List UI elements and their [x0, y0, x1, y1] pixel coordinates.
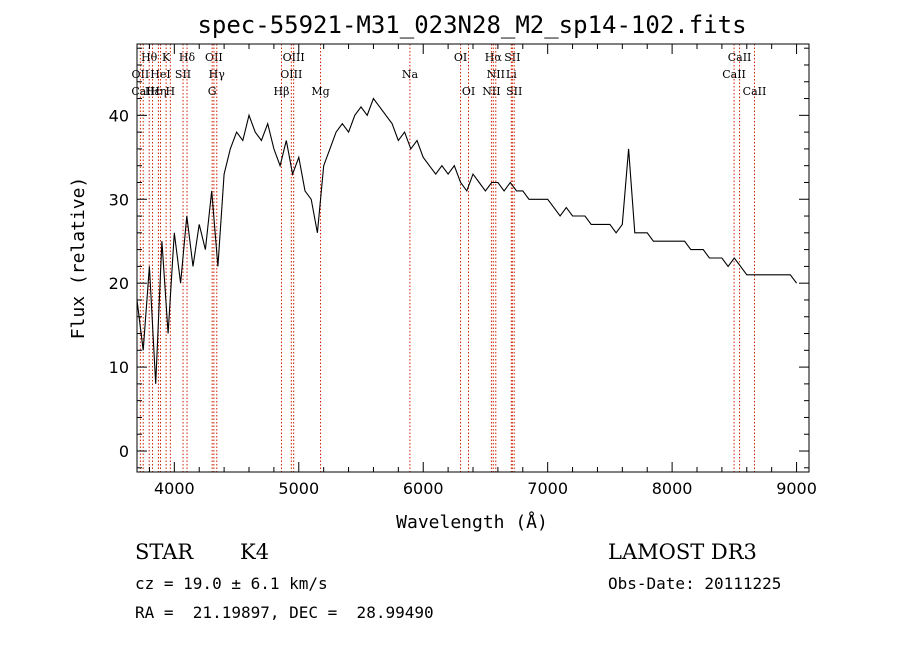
line-label-17: Na: [402, 68, 419, 81]
line-label-28: CaII: [743, 85, 767, 98]
line-label-21: SII: [504, 51, 520, 64]
obs-date-text: Obs-Date: 20111225: [608, 574, 782, 593]
line-label-27: CaII: [722, 68, 746, 81]
plot-frame: 4000 5000 6000 7000 8000 9000 0 10 20 30 40: [109, 43, 817, 498]
line-label-24: NII: [482, 85, 500, 98]
line-label-18: OI: [454, 51, 467, 64]
x-tick-label-1: 5000: [278, 479, 319, 498]
line-label-12: G: [208, 85, 217, 98]
line-label-19: OI: [462, 85, 475, 98]
line-label-5: K: [162, 51, 171, 64]
line-label-11: Hγ: [209, 68, 226, 81]
x-tick-label-3: 7000: [527, 479, 568, 498]
line-label-3: Hε: [145, 85, 161, 98]
x-tick-label-5: 9000: [776, 479, 817, 498]
line-label-14: OIII: [280, 68, 302, 81]
object-class: STAR: [135, 540, 194, 564]
plot-border: [136, 43, 810, 473]
line-label-6: Hη: [150, 85, 166, 98]
y-tick-label-4: 40: [109, 106, 129, 125]
y-tick-label-2: 20: [109, 274, 129, 293]
line-label-4: HeI: [150, 68, 170, 81]
spectrum-line: [136, 97, 798, 384]
line-label-20: Hα: [485, 51, 503, 64]
y-axis-label: Flux (relative): [68, 177, 89, 340]
redshift-text: cz = 19.0 ± 6.1 km/s: [135, 574, 328, 593]
coordinates-text: RA = 21.19897, DEC = 28.99490: [135, 603, 434, 622]
line-label-26: CaII: [728, 51, 752, 64]
line-label-10: OII: [205, 51, 223, 64]
line-label-15: Hβ: [274, 85, 290, 98]
x-tick-label-0: 4000: [154, 479, 195, 498]
line-label-7: H: [166, 85, 176, 98]
line-label-1: OII: [132, 68, 150, 81]
line-label-9: Hδ: [179, 51, 196, 64]
line-label-16: Mg: [311, 85, 329, 98]
line-label-23: Li: [506, 68, 517, 81]
survey-label: LAMOST DR3: [608, 540, 757, 564]
x-axis-label: Wavelength (Å): [396, 511, 548, 533]
line-label-13: OIII: [283, 51, 305, 64]
y-tick-label-0: 0: [119, 442, 129, 461]
line-label-22: NII: [487, 68, 505, 81]
x-tick-label-4: 8000: [652, 479, 693, 498]
line-label-0: Hθ: [141, 51, 158, 64]
object-subclass: K4: [240, 540, 270, 564]
y-tick-label-3: 30: [109, 190, 129, 209]
line-label-8: SII: [175, 68, 191, 81]
line-markers: Hθ OII CaII Hε HeI K Hη H SII Hδ OII Hγ G OIII OIII Hβ M…: [131, 44, 766, 472]
line-label-25: SII: [506, 85, 522, 98]
y-tick-label-1: 10: [109, 358, 129, 377]
chart-title: spec-55921-M31_023N28_M2_sp14-102.fits: [197, 11, 746, 39]
x-tick-label-2: 6000: [403, 479, 444, 498]
